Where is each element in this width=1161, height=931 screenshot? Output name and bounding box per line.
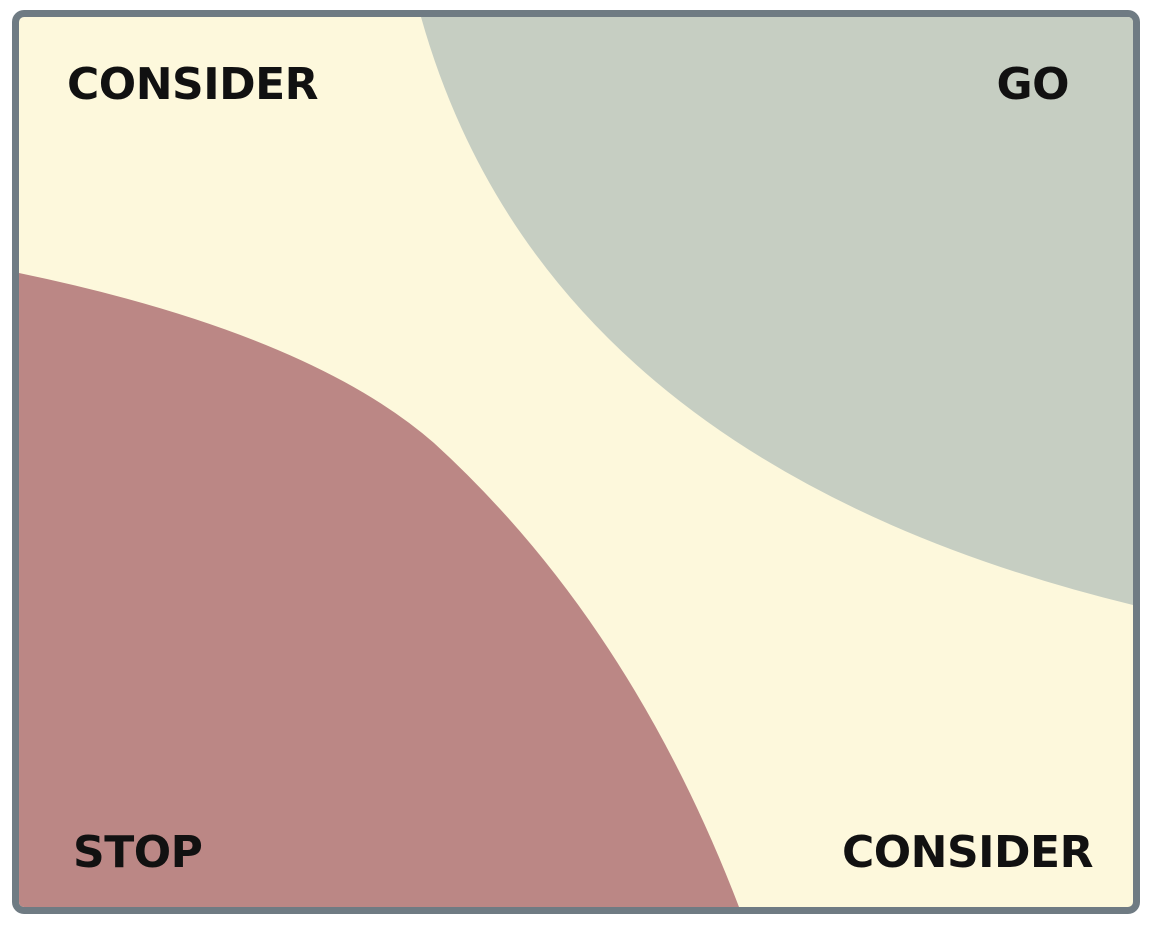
- go-region: [421, 17, 1133, 605]
- region-shapes: [19, 17, 1133, 907]
- quadrant-label-bottom-right: CONSIDER: [841, 827, 1094, 878]
- quadrant-label-top-left: CONSIDER: [67, 59, 319, 110]
- quadrant-label-top-right: GO: [996, 59, 1069, 110]
- quadrant-label-bottom-left: STOP: [73, 827, 203, 878]
- quadrant-chart-frame: CONSIDER GO STOP CONSIDER: [12, 10, 1140, 914]
- stop-region: [19, 273, 739, 907]
